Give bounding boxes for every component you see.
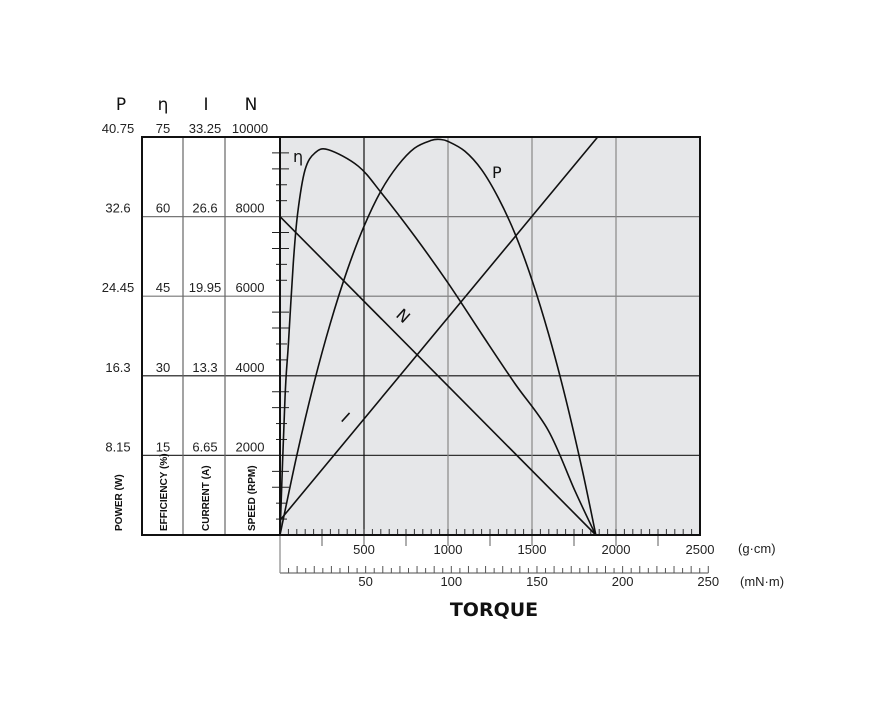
y-tick-label: 24.45 <box>102 280 135 295</box>
y-tick-label: 15 <box>156 439 170 454</box>
x-tick-label-gcm: 1500 <box>518 542 547 557</box>
speed-axis-label: SPEED (RPM) <box>247 465 258 531</box>
x-tick-label-gcm: 1000 <box>434 542 463 557</box>
y-tick-label: 75 <box>156 121 170 136</box>
y-tick-label: 40.75 <box>102 121 135 136</box>
y-tick-label: 2000 <box>236 439 265 454</box>
y-tick-label: 10000 <box>232 121 268 136</box>
y-tick-label: 4000 <box>236 360 265 375</box>
x-tick-label-gcm: 2000 <box>602 542 631 557</box>
grid-lines <box>142 137 700 535</box>
y-tick-label: 45 <box>156 280 170 295</box>
y-tick-labels: 40.75 32.6 24.45 16.3 8.15 75 60 45 30 15 33.25 26.… <box>102 121 268 454</box>
scale-table-border <box>141 136 281 536</box>
efficiency-axis-symbol: η <box>158 95 169 115</box>
plot-background <box>280 137 700 535</box>
y-tick-label: 19.95 <box>189 280 222 295</box>
gcm-unit-label: (g·cm) <box>738 541 776 556</box>
power-axis-label: POWER (W) <box>114 474 125 531</box>
y-tick-label: 30 <box>156 360 170 375</box>
speed-curve <box>279 216 597 536</box>
power-curve-label: P <box>492 163 502 182</box>
current-axis-symbol: I <box>203 95 208 115</box>
x-tick-label-mnm: 50 <box>358 574 372 589</box>
y-tick-label: 8000 <box>236 201 265 216</box>
x-tick-label-mnm: 150 <box>526 574 548 589</box>
y-tick-label: 32.6 <box>105 201 130 216</box>
x-tick-label-mnm: 200 <box>612 574 634 589</box>
efficiency-curve-label: η <box>293 147 303 166</box>
y-tick-label: 26.6 <box>192 201 217 216</box>
efficiency-curve <box>279 148 597 536</box>
power-axis-symbol: P <box>116 95 126 115</box>
x-tick-label-gcm: 2500 <box>686 542 715 557</box>
y-tick-label: 33.25 <box>189 121 222 136</box>
x-tick-labels: 500 1000 1500 2000 2500 50 100 150 200 250 <box>353 542 719 589</box>
x-tick-label-gcm: 500 <box>353 542 375 557</box>
curves <box>279 136 599 536</box>
y-tick-label: 6000 <box>236 280 265 295</box>
y-tick-label: 60 <box>156 201 170 216</box>
y-tick-label: 6.65 <box>192 439 217 454</box>
speed-axis-symbol: N <box>245 95 258 115</box>
x-tick-label-mnm: 250 <box>697 574 719 589</box>
y-tick-label: 16.3 <box>105 360 130 375</box>
current-axis-label: CURRENT (A) <box>201 465 212 531</box>
efficiency-axis-label: EFFICIENCY (%) <box>159 453 170 531</box>
x-tick-label-mnm: 100 <box>440 574 462 589</box>
mnm-unit-label: (mN·m) <box>740 574 784 589</box>
current-curve <box>279 136 599 521</box>
y-tick-label: 13.3 <box>192 360 217 375</box>
power-curve <box>279 138 597 536</box>
y-tick-label: 8.15 <box>105 439 130 454</box>
x-axis-title: TORQUE <box>450 599 538 621</box>
